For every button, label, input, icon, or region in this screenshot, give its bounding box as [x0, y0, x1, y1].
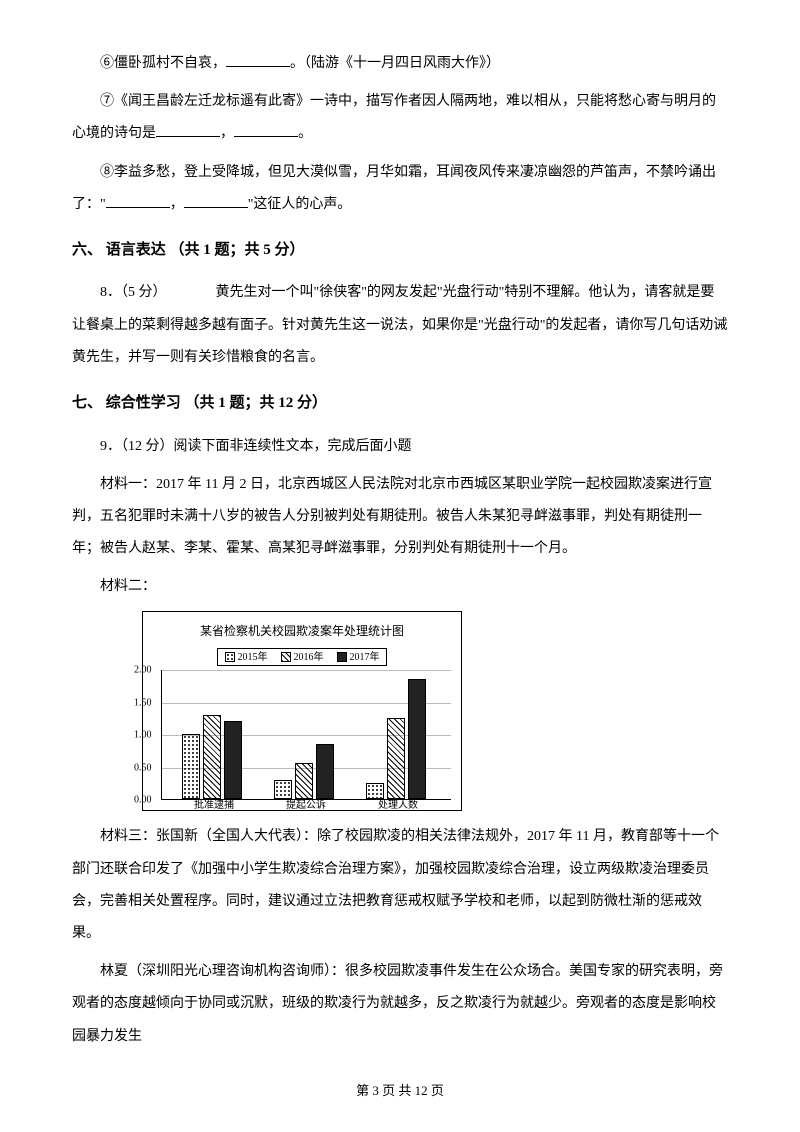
y-tick-label: 1.50 [134, 691, 152, 714]
section-6-heading: 六、 语言表达 （共 1 题；共 5 分） [72, 233, 728, 268]
x-tick-label: 提起公诉 [274, 794, 338, 817]
bar [387, 718, 405, 799]
x-tick-label: 处理人数 [366, 794, 430, 817]
bar [203, 715, 221, 800]
bar-group [182, 715, 246, 800]
legend-swatch-icon [281, 652, 291, 662]
blank[interactable] [156, 122, 220, 137]
question-8: ⑧李益多愁，登上受降城，但见大漠似雪，月华如霜，耳闻夜风传来凄凉幽怨的芦笛声，不… [72, 157, 728, 221]
blank[interactable] [106, 192, 170, 207]
legend-label: 2016年 [294, 646, 324, 669]
blank[interactable] [234, 122, 298, 137]
x-tick-label: 批准逮捕 [182, 794, 246, 817]
y-tick-label: 0.00 [134, 789, 152, 812]
bar-group [274, 744, 338, 799]
blank[interactable] [184, 192, 248, 207]
bar [224, 721, 242, 799]
section-7-heading: 七、 综合性学习 （共 1 题；共 12 分） [72, 386, 728, 421]
gridline [162, 670, 451, 671]
q8-close: "这征人的心声。 [248, 197, 352, 212]
blank[interactable] [226, 52, 290, 67]
y-tick-label: 1.00 [134, 724, 152, 747]
chart-container: 某省检察机关校园欺凌案年处理统计图 2015年 2016年 2017年 0.00… [142, 611, 462, 811]
legend-swatch-icon [337, 652, 347, 662]
q6-suffix: 。（陆游《十一月四日风雨大作》） [290, 56, 500, 71]
legend-item: 2016年 [281, 646, 324, 669]
material-1: 材料一：2017 年 11 月 2 日，北京西城区人民法院对北京市西城区某职业学… [72, 469, 728, 566]
y-tick-label: 0.50 [134, 756, 152, 779]
y-tick-label: 2.00 [134, 659, 152, 682]
bar-group [366, 679, 430, 799]
page-footer: 第 3 页 共 12 页 [0, 1076, 800, 1106]
section-6-question: 8．（5 分） 黄先生对一个叫"徐侠客"的网友发起"光盘行动"特别不理解。他认为… [72, 277, 728, 374]
q7-mid: ， [220, 126, 234, 141]
legend-item: 2015年 [225, 646, 268, 669]
legend-swatch-icon [225, 652, 235, 662]
legend-item: 2017年 [337, 646, 380, 669]
chart-plot: 0.000.501.001.502.00批准逮捕提起公诉处理人数 [161, 670, 451, 800]
question-7: ⑦《闻王昌龄左迁龙标遥有此寄》一诗中，描写作者因人隔两地，难以相从，只能将愁心寄… [72, 86, 728, 150]
material-3: 材料三：张国新（全国人大代表）：除了校园欺凌的相关法律法规外，2017 年 11… [72, 821, 728, 950]
chart-title: 某省检察机关校园欺凌案年处理统计图 [153, 618, 451, 646]
q8-mid: ， [170, 197, 184, 212]
material-4: 林夏（深圳阳光心理咨询机构咨询师）：很多校园欺凌事件发生在公众场合。美国专家的研… [72, 956, 728, 1053]
legend-label: 2015年 [238, 646, 268, 669]
legend-label: 2017年 [350, 646, 380, 669]
section-7-intro: 9．（12 分）阅读下面非连续性文本，完成后面小题 [72, 431, 728, 463]
bar [408, 679, 426, 799]
q6-prefix: ⑥僵卧孤村不自哀， [100, 56, 226, 71]
bar [182, 734, 200, 799]
material-2-label: 材料二： [72, 571, 728, 603]
bar [316, 744, 334, 799]
chart-legend: 2015年 2016年 2017年 [217, 648, 387, 666]
question-6: ⑥僵卧孤村不自哀， 。（陆游《十一月四日风雨大作》） [72, 48, 728, 80]
q7-suffix: 。 [298, 126, 312, 141]
